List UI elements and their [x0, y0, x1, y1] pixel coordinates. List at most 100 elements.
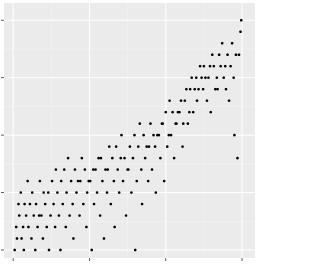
point	[200, 76, 203, 79]
point	[28, 202, 32, 206]
point	[17, 214, 21, 217]
point	[207, 76, 210, 79]
point	[22, 248, 26, 252]
point	[140, 202, 144, 206]
point	[57, 214, 61, 217]
point	[127, 168, 130, 171]
point	[133, 133, 136, 137]
point	[178, 110, 181, 114]
point	[26, 179, 29, 183]
point	[97, 156, 100, 160]
point	[71, 202, 74, 206]
point	[164, 110, 168, 114]
point	[54, 168, 58, 171]
point	[106, 168, 110, 171]
point	[146, 179, 150, 183]
point	[95, 191, 99, 194]
point	[68, 214, 71, 217]
point	[76, 179, 80, 183]
point	[143, 156, 147, 160]
point	[101, 179, 104, 183]
point	[222, 76, 226, 79]
point	[181, 145, 184, 148]
point	[90, 248, 94, 252]
point	[82, 202, 85, 206]
point	[37, 214, 41, 217]
point	[229, 64, 232, 68]
point	[116, 168, 119, 171]
point	[234, 53, 238, 56]
point	[224, 87, 228, 91]
point	[107, 145, 111, 148]
point	[112, 179, 116, 183]
point	[43, 202, 47, 206]
point	[140, 168, 143, 171]
point	[147, 145, 151, 148]
point	[214, 87, 217, 91]
point	[204, 76, 207, 79]
point	[42, 191, 45, 194]
point	[111, 156, 114, 160]
point	[78, 214, 81, 217]
point	[185, 87, 188, 91]
point	[212, 64, 216, 68]
point	[138, 122, 142, 125]
point	[142, 133, 145, 137]
point	[197, 87, 200, 91]
point	[104, 168, 107, 171]
point	[194, 76, 198, 79]
point	[102, 237, 106, 240]
point	[59, 248, 62, 252]
point	[175, 122, 178, 125]
point	[124, 214, 128, 217]
point	[208, 64, 212, 68]
point	[168, 99, 171, 102]
point	[202, 64, 206, 68]
point	[78, 179, 82, 183]
point	[216, 87, 219, 91]
point	[227, 99, 231, 102]
point	[24, 214, 28, 217]
point	[217, 53, 221, 56]
point	[232, 76, 235, 79]
point	[33, 248, 37, 252]
point	[98, 214, 102, 217]
point	[17, 202, 20, 206]
point	[56, 191, 59, 194]
point	[19, 191, 23, 194]
point	[201, 87, 205, 91]
point	[105, 191, 109, 194]
point	[171, 110, 174, 114]
point	[215, 76, 219, 79]
point	[195, 99, 199, 102]
point	[169, 133, 173, 137]
point	[198, 64, 202, 68]
point	[117, 191, 121, 194]
point	[220, 41, 224, 45]
point	[40, 214, 43, 217]
point	[131, 156, 135, 160]
point	[191, 110, 195, 114]
point	[64, 225, 68, 229]
point	[154, 191, 158, 194]
point	[149, 122, 152, 125]
point	[36, 225, 39, 229]
point	[123, 156, 126, 160]
point	[85, 225, 88, 229]
point	[91, 168, 95, 171]
point	[153, 145, 157, 148]
point	[210, 53, 214, 56]
point	[21, 225, 25, 229]
point	[205, 99, 209, 102]
point	[69, 179, 73, 183]
point	[62, 168, 66, 171]
point	[152, 133, 155, 137]
point	[239, 30, 242, 34]
point	[66, 156, 70, 160]
point	[38, 179, 42, 183]
point	[13, 248, 16, 252]
point	[99, 156, 103, 160]
point	[92, 202, 96, 206]
point	[32, 214, 36, 217]
point	[159, 156, 162, 160]
